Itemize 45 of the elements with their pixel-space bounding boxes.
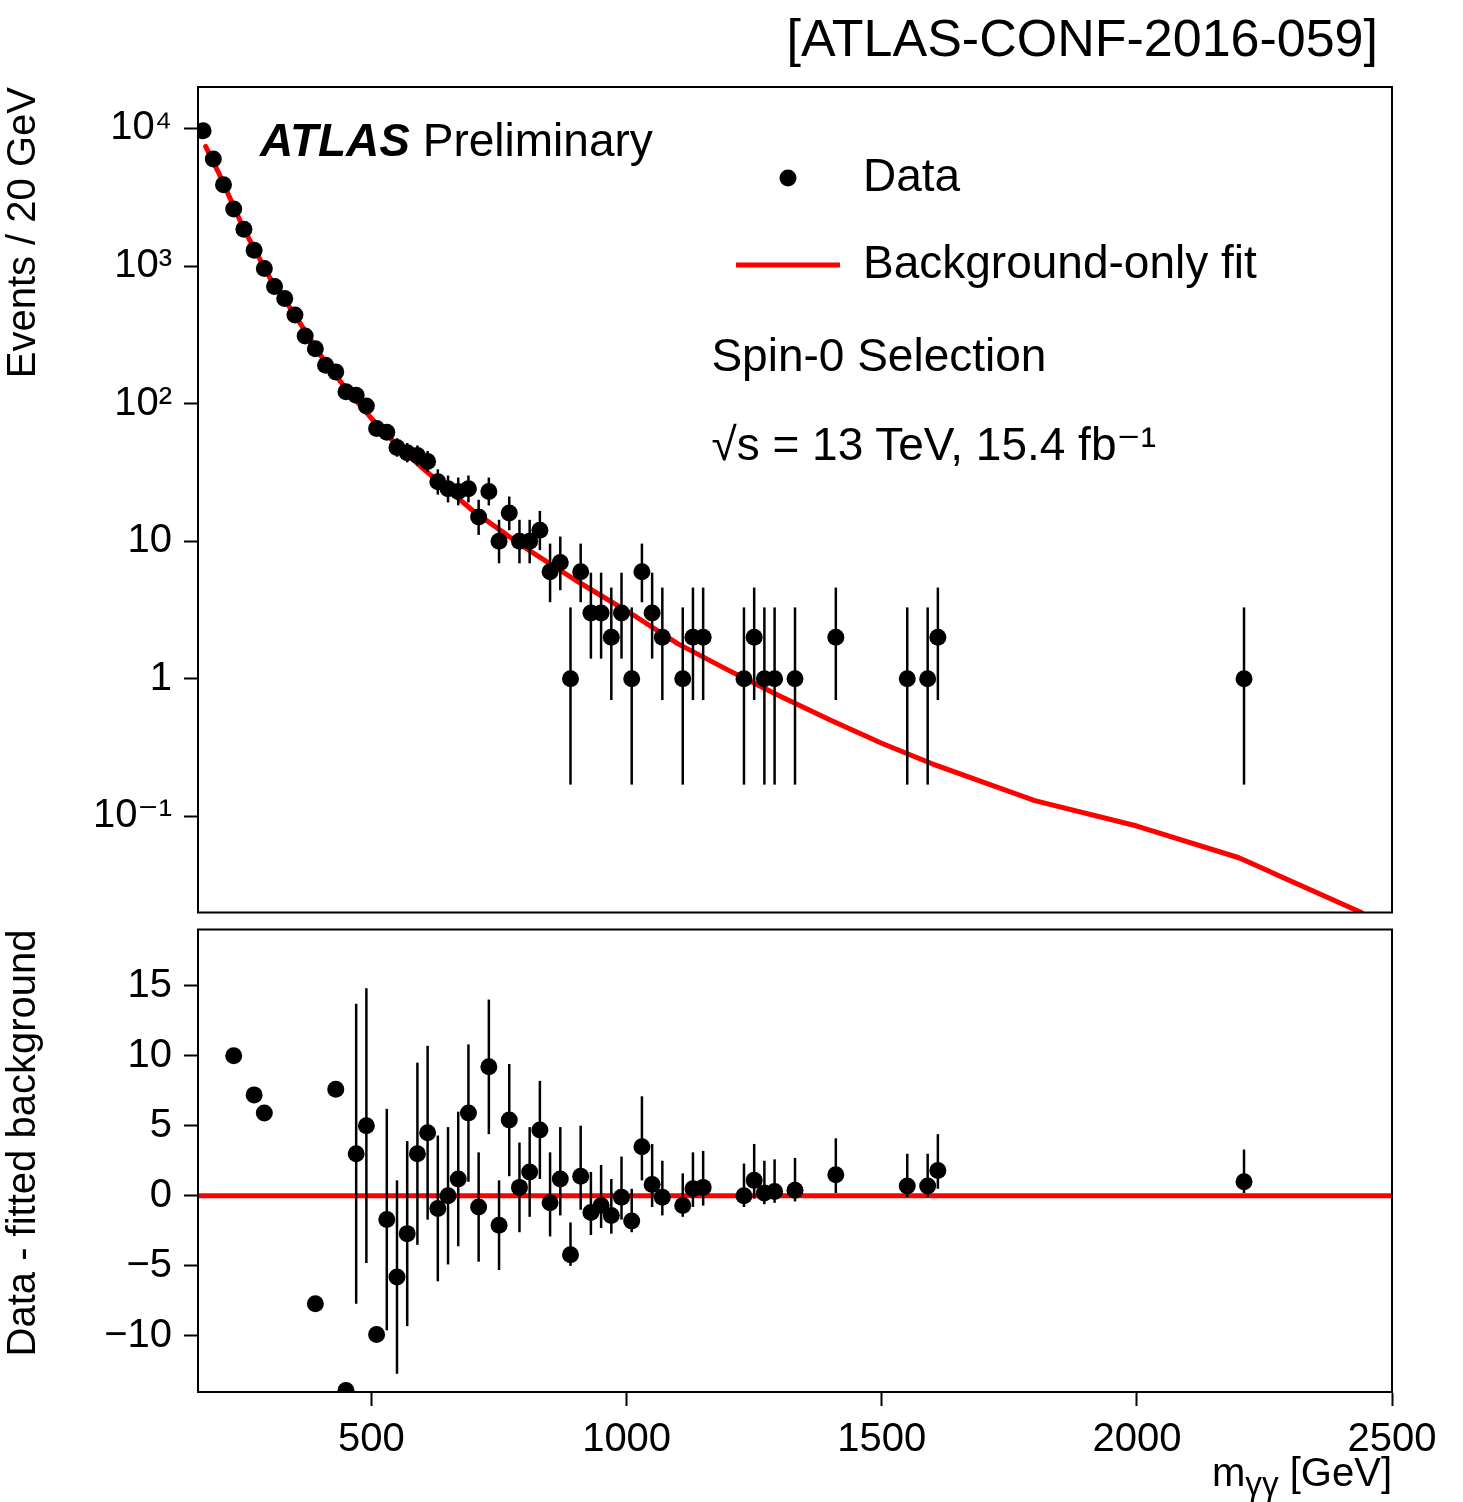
x-tick-label: 1000 bbox=[582, 1415, 672, 1460]
y-tick-label: 10⁴ bbox=[110, 103, 172, 148]
x-tick-label: 500 bbox=[338, 1415, 405, 1460]
point bbox=[255, 259, 273, 277]
point bbox=[255, 1104, 273, 1122]
legend-label: Data bbox=[863, 148, 961, 201]
point bbox=[327, 1080, 345, 1098]
point bbox=[266, 277, 284, 295]
y-tick-label: 10³ bbox=[114, 241, 172, 286]
y-tick-label: −10 bbox=[104, 1310, 172, 1355]
point bbox=[215, 176, 233, 194]
legend-label: Background-only fit bbox=[863, 235, 1257, 288]
point bbox=[306, 340, 324, 358]
point bbox=[235, 220, 253, 238]
point bbox=[378, 423, 396, 441]
y-axis-title: Data - fitted background bbox=[0, 929, 44, 1357]
point bbox=[225, 200, 243, 218]
point bbox=[225, 1047, 243, 1065]
point bbox=[276, 290, 294, 308]
y-tick-label: 1 bbox=[149, 653, 172, 698]
y-tick-label: −5 bbox=[126, 1240, 172, 1285]
y-tick-label: 10⁻¹ bbox=[93, 791, 172, 836]
point bbox=[286, 306, 304, 324]
x-tick-label: 1500 bbox=[837, 1415, 927, 1460]
y-axis-title: Events / 20 GeV bbox=[0, 86, 44, 379]
y-tick-label: 15 bbox=[127, 960, 172, 1005]
point bbox=[204, 150, 222, 168]
annotation: Spin-0 Selection bbox=[711, 328, 1047, 381]
point bbox=[245, 1086, 263, 1104]
y-tick-label: 10 bbox=[127, 516, 172, 561]
point bbox=[357, 397, 375, 415]
annotation: √s = 13 TeV, 15.4 fb⁻¹ bbox=[711, 418, 1157, 471]
point bbox=[296, 327, 314, 345]
x-tick-label: 2000 bbox=[1092, 1415, 1182, 1460]
chart-title: [ATLAS-CONF-2016-059] bbox=[786, 9, 1378, 68]
point bbox=[368, 1326, 386, 1344]
y-tick-label: 0 bbox=[149, 1170, 172, 1215]
y-tick-label: 10 bbox=[127, 1030, 172, 1075]
point bbox=[327, 363, 345, 381]
point bbox=[347, 386, 365, 404]
y-tick-label: 10² bbox=[114, 378, 172, 423]
annotation: ATLAS Preliminary bbox=[260, 113, 653, 166]
point bbox=[306, 1295, 324, 1313]
point bbox=[245, 241, 263, 259]
y-tick-label: 5 bbox=[149, 1100, 172, 1145]
